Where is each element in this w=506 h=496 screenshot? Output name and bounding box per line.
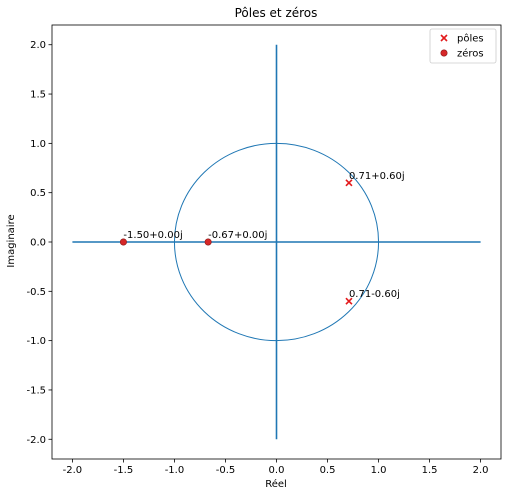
point-annotation: 0.71-0.60j (349, 289, 400, 300)
legend-pole-marker-stroke (440, 34, 448, 42)
pole-marker (345, 297, 353, 305)
axis-ticks: -2.0 -1.5 -1.0 -0.5 0.0 0.5 1.0 1.5 2.0 -2.0 -1.5 -… (26, 40, 488, 476)
legend: pôles zéros (429, 28, 497, 64)
chart-title: Pôles et zéros (235, 6, 318, 20)
zero-marker (119, 238, 127, 246)
x-tick-label: -1.0 (165, 465, 185, 476)
y-tick-label: 0.0 (30, 238, 46, 249)
legend-label: zéros (457, 48, 484, 60)
unit-circle (173, 142, 380, 342)
y-tick-label: -1.0 (26, 336, 46, 347)
x-axis-title: Réel (265, 478, 287, 490)
x-tick-label: -1.5 (114, 465, 134, 476)
x-tick-label: 0.5 (320, 465, 336, 476)
point-annotation: 0.71+0.60j (349, 171, 405, 182)
y-tick-label: -0.5 (26, 287, 46, 298)
x-tick-label: 1.5 (422, 465, 438, 476)
legend-pole-marker (440, 34, 448, 42)
x-tick-label: -0.5 (216, 465, 236, 476)
y-tick-label: 1.0 (30, 139, 46, 150)
y-tick-label: 1.5 (30, 90, 46, 101)
x-tick-label: -2.0 (63, 465, 83, 476)
y-tick-label: -2.0 (26, 435, 46, 446)
pole-marker-stroke (345, 179, 353, 187)
plot-area: 0.71+0.60j 0.71-0.60j -1.50+0.00j -0.67+0.0… (72, 44, 481, 440)
legend-label: pôles (457, 33, 484, 45)
x-tick-label: 0.0 (269, 465, 285, 476)
point-annotation: -0.67+0.00j (208, 230, 267, 241)
x-tick-label: 1.0 (371, 465, 387, 476)
y-axis-title: Imaginaire (6, 214, 17, 267)
zero-marker (204, 238, 212, 246)
legend-zero-marker (440, 49, 448, 57)
pole-marker (345, 179, 353, 187)
x-tick-label: 2.0 (473, 465, 489, 476)
y-tick-label: -1.5 (26, 385, 46, 396)
point-annotation: -1.50+0.00j (123, 230, 182, 241)
y-tick-label: 2.0 (30, 40, 46, 51)
pole-marker-stroke (345, 297, 353, 305)
y-tick-label: 0.5 (30, 188, 46, 199)
